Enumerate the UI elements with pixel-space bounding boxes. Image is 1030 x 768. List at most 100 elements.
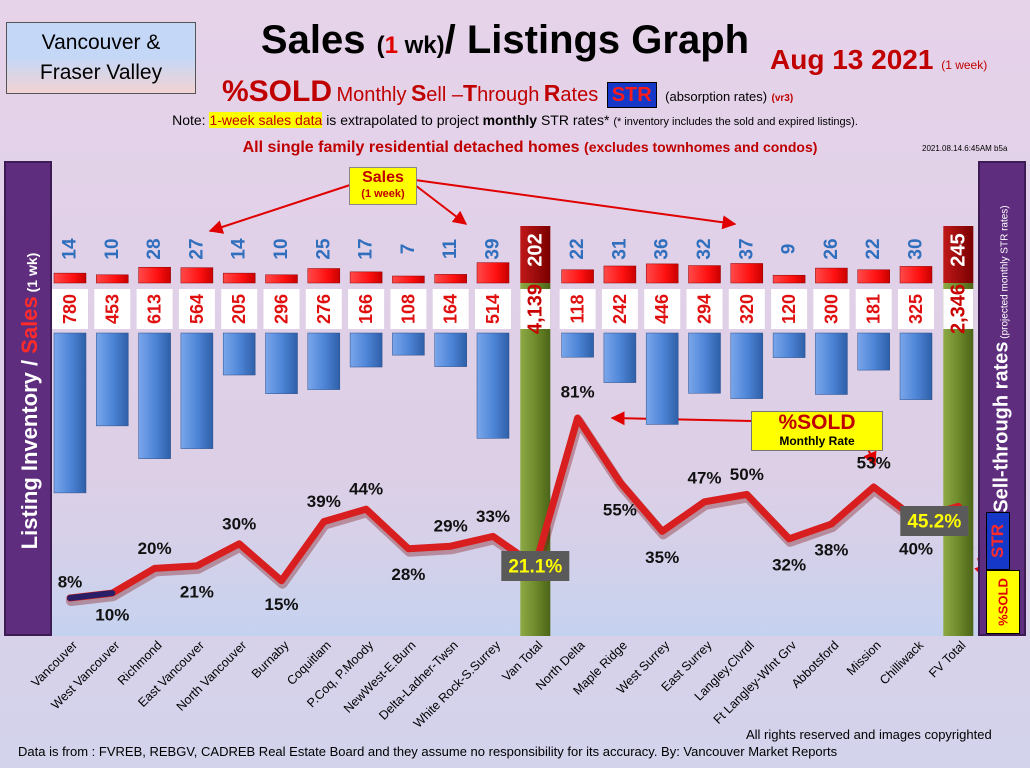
inventory-bar [222, 332, 256, 376]
str-label: 30% [222, 514, 256, 533]
inventory-label-bg [898, 289, 934, 329]
inventory-label-bg [644, 289, 681, 329]
sales-label: 11 [440, 239, 461, 260]
sales-label: 25 [313, 238, 334, 260]
left-axis-panel: Listing Inventory / Sales (1 wk) [4, 161, 52, 636]
sold-tag: %SOLD [986, 570, 1020, 634]
left-axis-title: Listing Inventory / Sales (1 wk) [17, 252, 43, 549]
inventory-label: 164 [441, 294, 461, 324]
inventory-bar [899, 332, 933, 400]
date-note: (1 week) [941, 58, 988, 72]
total-inventory-bar [943, 283, 974, 636]
inventory-bar [688, 332, 721, 394]
sales-bar [138, 266, 171, 284]
title-wk: wk) [397, 32, 445, 59]
sales-bar [53, 272, 87, 284]
str-label: 28% [391, 565, 425, 584]
date-label: Aug 13 2021 (1 week) [770, 44, 987, 76]
inventory-label: 4,139 [524, 284, 546, 334]
note-mid: is extrapolated to project [326, 112, 479, 128]
inventory-label: 166 [356, 294, 376, 324]
subtitle-ates: ates [560, 84, 599, 106]
inventory-label: 514 [483, 294, 503, 324]
total-sales-bar [520, 226, 551, 283]
sales-label: 30 [906, 238, 927, 259]
sales-bar [180, 267, 214, 284]
footer-source: Data is from : FVREB, REBGV, CADREB Real… [18, 744, 838, 759]
inventory-bar [603, 332, 637, 383]
right-axis-label: Sell-through rates [990, 341, 1013, 513]
note-highlight: 1-week sales data [209, 112, 323, 128]
inventory-label-bg [475, 289, 511, 329]
subtitle-version: (vr3) [771, 93, 794, 104]
str-label: 55% [603, 501, 637, 520]
inventory-bar [265, 332, 298, 394]
total-inventory-bar [520, 283, 551, 636]
inventory-label: 564 [187, 294, 207, 324]
inventory-bar [434, 332, 467, 367]
x-tick-label: Burnaby [249, 638, 292, 681]
note-line: Note: 1-week sales data is extrapolated … [0, 112, 1030, 128]
inventory-label-bg [686, 289, 723, 329]
sales-bar [434, 274, 467, 284]
str-label: 21% [180, 582, 214, 601]
str-label: 50% [730, 465, 764, 484]
callout-arrows [208, 179, 988, 580]
inventory-label-bg [136, 289, 173, 329]
sales-label: 31 [609, 238, 630, 260]
inventory-bar [138, 332, 171, 459]
inventory-label: 300 [821, 294, 841, 324]
left-axis-slash: / [17, 353, 42, 372]
right-axis-title: Sell-through rates (projected monthly ST… [991, 205, 1014, 512]
str-label: 20% [138, 539, 172, 558]
inventory-label: 446 [652, 294, 672, 324]
sales-label: 37 [736, 238, 757, 259]
inventory-label: 205 [229, 294, 249, 324]
inventory-bar [53, 332, 87, 494]
sales-label: 32 [694, 238, 715, 259]
subtitle-ell: ell – [426, 84, 463, 106]
total-str-label: 45.2% [907, 512, 961, 533]
sales-label: 36 [652, 238, 673, 259]
str-badge: STR [606, 82, 657, 108]
inventory-bar [857, 332, 890, 371]
scope-bold: All single family residential detached h… [242, 139, 580, 156]
sold-callout-line1: %SOLD [778, 411, 856, 434]
str-line-start-segment [67, 590, 116, 601]
right-axis-label-small: (projected monthly STR rates) [999, 205, 1011, 342]
left-axis: Listing Inventory / Sales (1 wk) [6, 163, 54, 638]
sales-label: 9 [779, 244, 800, 255]
inventory-label-bg [559, 289, 596, 329]
inventory-label-bg [728, 289, 765, 329]
str-tag: STR [986, 512, 1010, 570]
sales-label: 27 [186, 238, 207, 259]
sales-label: 202 [524, 233, 546, 266]
inventory-label: 453 [102, 294, 122, 324]
sales-callout: Sales (1 week) [349, 167, 417, 205]
inventory-bar [349, 332, 383, 368]
inventory-label-bg [771, 289, 808, 329]
sold-callout: %SOLD Monthly Rate [751, 411, 883, 451]
sales-bar [730, 263, 764, 284]
inventory-bar [561, 332, 594, 358]
subtitle-t: T [463, 80, 478, 106]
right-axis-panel: Sell-through rates (projected monthly ST… [978, 161, 1026, 636]
str-label: 35% [645, 548, 679, 567]
inventory-bar [815, 332, 848, 395]
x-tick-label: NewWest-E.Burn [341, 638, 419, 716]
inventory-label: 276 [314, 294, 334, 324]
inventory-label-bg [813, 289, 850, 329]
inventory-label-bg [52, 289, 88, 329]
left-axis-part1: Listing Inventory [17, 371, 42, 549]
inventory-label: 325 [906, 294, 926, 324]
note-bold: monthly [482, 112, 538, 128]
left-axis-part3: (1 wk) [24, 252, 40, 296]
region-box: Vancouver & Fraser Valley [6, 22, 196, 94]
subtitle-monthly: Monthly [336, 84, 407, 106]
inventory-label: 296 [272, 294, 292, 324]
inventory-bar [730, 332, 764, 399]
inventory-label: 613 [145, 294, 165, 324]
inventory-label-bg [390, 289, 427, 329]
